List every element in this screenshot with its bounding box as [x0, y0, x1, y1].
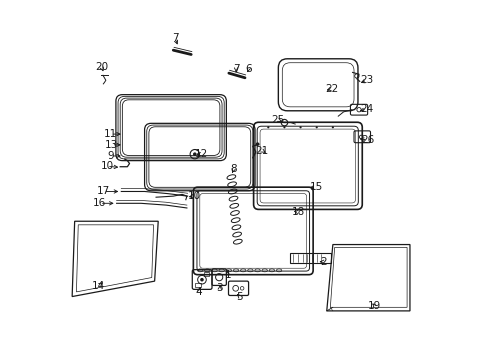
- Text: 10: 10: [100, 161, 114, 171]
- Text: 7: 7: [233, 64, 239, 74]
- Text: 1: 1: [224, 270, 231, 280]
- Text: 20: 20: [95, 62, 108, 72]
- Text: 2: 2: [320, 257, 327, 267]
- Circle shape: [256, 142, 259, 146]
- Text: 25: 25: [271, 115, 285, 125]
- Text: 15: 15: [309, 182, 322, 192]
- Circle shape: [299, 126, 302, 129]
- Text: 23: 23: [360, 75, 373, 85]
- Text: 13: 13: [105, 140, 118, 150]
- Text: 4: 4: [196, 287, 202, 297]
- Text: 12: 12: [195, 149, 208, 159]
- Text: 14: 14: [92, 281, 105, 291]
- Text: 22: 22: [325, 84, 339, 94]
- Circle shape: [332, 126, 334, 129]
- Text: 3: 3: [217, 283, 223, 293]
- Circle shape: [283, 126, 286, 129]
- Text: 8: 8: [230, 164, 237, 174]
- Text: 16: 16: [93, 198, 106, 208]
- Circle shape: [267, 126, 270, 129]
- Text: 26: 26: [361, 135, 374, 145]
- Circle shape: [316, 126, 318, 129]
- Text: 21: 21: [256, 145, 269, 156]
- Text: 7: 7: [172, 33, 178, 43]
- Text: 9: 9: [107, 151, 114, 161]
- Circle shape: [193, 152, 196, 156]
- Text: 24: 24: [360, 104, 373, 114]
- Circle shape: [200, 278, 204, 282]
- Text: 6: 6: [245, 64, 252, 74]
- Text: 18: 18: [292, 207, 305, 217]
- Text: 19: 19: [368, 301, 381, 311]
- Text: 5: 5: [236, 292, 243, 302]
- Text: 10: 10: [188, 191, 200, 201]
- Text: 17: 17: [97, 186, 110, 197]
- Text: 11: 11: [104, 129, 117, 139]
